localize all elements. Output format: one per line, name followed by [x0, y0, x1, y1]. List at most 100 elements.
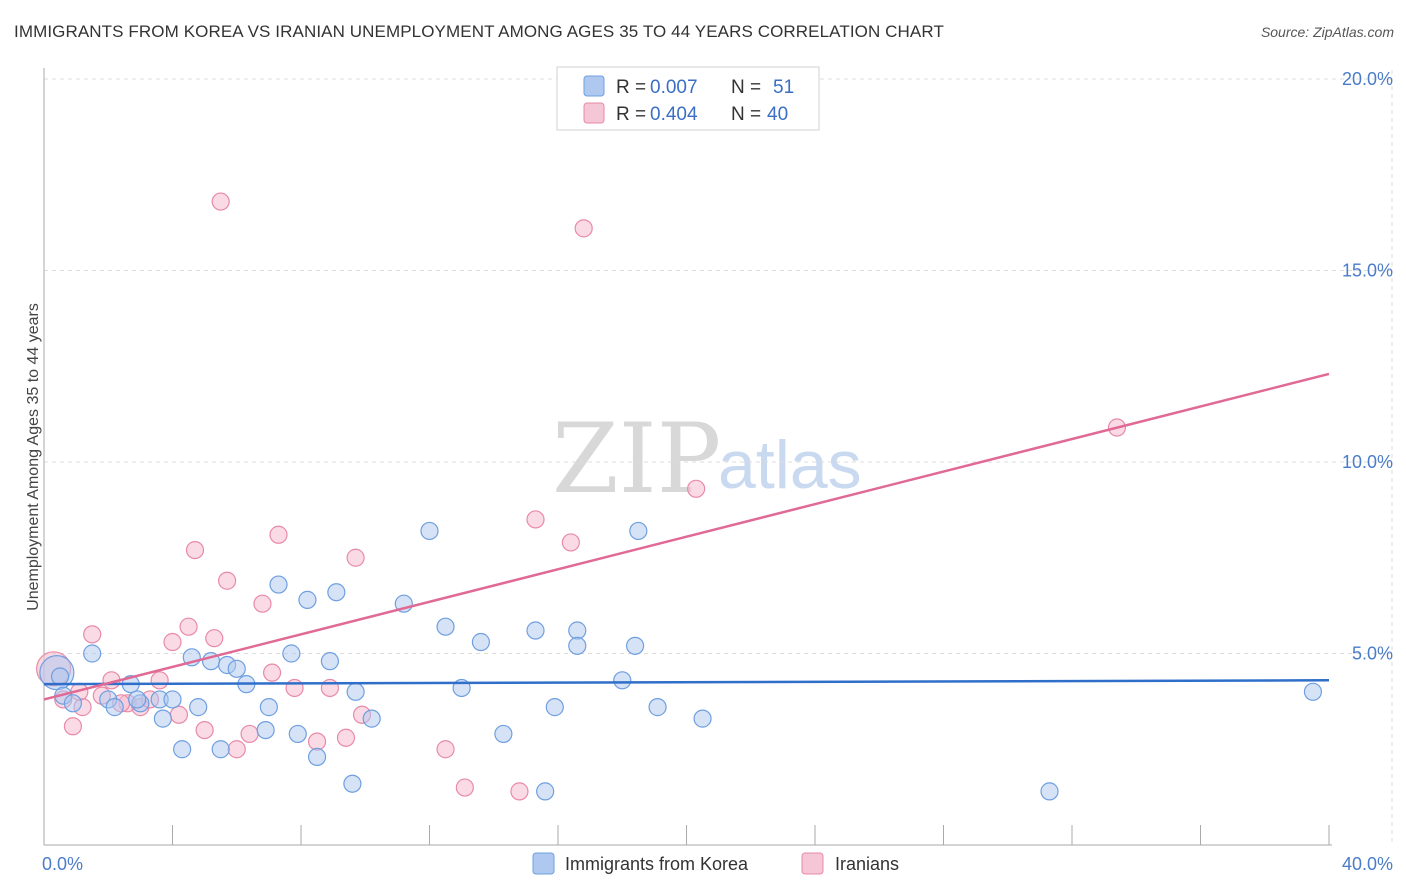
- x-tick-labels: 0.0% 40.0%: [42, 854, 1393, 874]
- korea-point-24: [298, 590, 317, 609]
- legend-r-value-korea: 0.007: [650, 77, 698, 98]
- y-tick-label-0: 5.0%: [1352, 644, 1393, 664]
- bottom-legend-label-korea: Immigrants from Korea: [565, 854, 749, 874]
- korea-point-11: [173, 740, 192, 759]
- iranian-point-35: [574, 219, 593, 238]
- iranian-point-26: [320, 678, 340, 698]
- data-points: [36, 192, 1323, 801]
- korea-point-23: [288, 724, 307, 744]
- korea-point-49: [50, 667, 70, 686]
- iranian-point-10: [150, 671, 169, 690]
- iranian-point-36: [687, 479, 706, 498]
- watermark: ZIP atlas: [552, 403, 862, 515]
- iranian-point-33: [526, 510, 545, 529]
- source-label: Source: ZipAtlas.com: [1260, 24, 1394, 40]
- korea-point-33: [436, 617, 455, 636]
- korea-point-47: [1040, 782, 1059, 801]
- iranian-point-17: [211, 192, 230, 211]
- korea-point-3: [83, 644, 102, 663]
- korea-point-45: [648, 698, 667, 717]
- korea-point-26: [320, 652, 340, 671]
- iranian-point-18: [218, 571, 237, 590]
- chart-title: IMMIGRANTS FROM KOREA VS IRANIAN UNEMPLO…: [14, 22, 944, 41]
- korea-point-37: [526, 621, 545, 640]
- iranian-point-22: [262, 663, 282, 682]
- korea-point-36: [494, 724, 513, 744]
- iranian-point-21: [253, 594, 272, 613]
- iranian-point-15: [195, 720, 214, 740]
- correlation-legend: R = 0.007 N = 51 R = 0.404 N = 40: [556, 66, 820, 131]
- korea-point-2: [63, 694, 83, 713]
- axes: [43, 68, 1332, 846]
- watermark-atlas: atlas: [718, 427, 862, 503]
- iranian-point-19: [227, 740, 246, 759]
- legend-n-label-korea: N =: [731, 77, 761, 98]
- x-tick-label-1: 40.0%: [1342, 854, 1393, 874]
- legend-r-label-iranians: R =: [616, 104, 646, 125]
- korea-point-40: [568, 621, 587, 640]
- korea-point-35: [471, 632, 490, 652]
- iranian-point-27: [336, 728, 356, 747]
- iranian-point-20: [240, 724, 259, 744]
- bottom-legend-swatch-korea: [532, 852, 555, 875]
- korea-point-30: [362, 709, 381, 728]
- korea-point-13: [189, 698, 208, 717]
- korea-point-44: [629, 521, 648, 541]
- iranian-point-2: [63, 717, 83, 736]
- y-tick-labels: 5.0% 10.0% 15.0% 20.0%: [1342, 69, 1393, 664]
- korea-point-19: [256, 720, 275, 740]
- iranian-point-24: [285, 678, 304, 698]
- iranian-point-12: [169, 705, 189, 724]
- iranian-point-16: [205, 629, 224, 648]
- iranian-trend-line: [43, 372, 1330, 701]
- y-tick-label-3: 20.0%: [1342, 69, 1393, 89]
- iranian-point-32: [510, 782, 529, 801]
- korea-point-9: [153, 709, 172, 728]
- korea-point-22: [282, 644, 301, 663]
- korea-point-10: [163, 690, 182, 709]
- iranian-point-13: [179, 617, 198, 636]
- watermark-zip: ZIP: [552, 403, 721, 515]
- legend-swatch-korea: [583, 75, 605, 97]
- iranian-point-34: [561, 533, 580, 552]
- legend-n-value-korea: 51: [773, 77, 794, 98]
- y-tick-label-1: 10.0%: [1342, 452, 1393, 472]
- trend-lines: [43, 372, 1330, 701]
- korea-point-32: [420, 521, 439, 541]
- x-tick-label-0: 0.0%: [42, 854, 83, 874]
- korea-point-21: [269, 575, 288, 594]
- legend-r-label-korea: R =: [616, 77, 646, 98]
- korea-point-27: [327, 583, 346, 602]
- korea-trend-line: [43, 679, 1330, 686]
- korea-point-39: [545, 698, 564, 717]
- legend-n-label-iranians: N =: [731, 104, 761, 125]
- legend-swatch-iranians: [583, 102, 605, 124]
- korea-point-28: [346, 682, 365, 701]
- iranian-point-25: [307, 732, 327, 751]
- korea-point-20: [259, 698, 278, 717]
- iranian-point-4: [83, 625, 102, 644]
- korea-point-50: [128, 690, 147, 709]
- series-legend: Immigrants from Korea Iranians: [532, 852, 899, 875]
- korea-point-48: [1303, 682, 1323, 701]
- y-axis-label: Unemployment Among Ages 35 to 44 years: [25, 303, 42, 611]
- korea-point-29: [343, 774, 362, 793]
- iranian-point-23: [269, 525, 288, 544]
- iranian-point-30: [436, 740, 455, 759]
- korea-point-5: [105, 698, 124, 717]
- korea-point-43: [625, 636, 645, 655]
- legend-n-value-iranians: 40: [767, 104, 788, 125]
- korea-point-25: [307, 747, 327, 767]
- iranian-point-31: [455, 778, 474, 797]
- iranian-point-28: [346, 548, 365, 567]
- korea-point-42: [613, 671, 632, 690]
- korea-point-41: [568, 636, 587, 655]
- korea-point-17: [227, 659, 246, 678]
- korea-point-38: [536, 782, 555, 801]
- y-tick-label-2: 15.0%: [1342, 261, 1393, 281]
- legend-r-value-iranians: 0.404: [650, 104, 698, 125]
- korea-point-15: [211, 740, 230, 759]
- bottom-legend-swatch-iranians: [801, 852, 824, 875]
- korea-point-46: [693, 709, 712, 728]
